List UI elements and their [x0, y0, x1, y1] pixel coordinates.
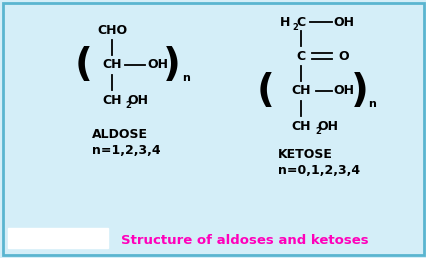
Text: CHO: CHO [97, 23, 127, 36]
Text: C: C [296, 50, 305, 62]
Text: 2: 2 [291, 22, 297, 31]
Text: C: C [296, 15, 305, 28]
Text: KETOSE: KETOSE [277, 149, 332, 162]
Text: n=1,2,3,4: n=1,2,3,4 [92, 143, 160, 157]
Text: O: O [338, 50, 348, 62]
Text: OH: OH [333, 15, 354, 28]
Text: CH: CH [102, 93, 121, 107]
Text: (: ( [75, 46, 93, 84]
Text: n: n [181, 73, 190, 83]
Text: ALDOSE: ALDOSE [92, 128, 148, 141]
Text: CH: CH [291, 85, 310, 98]
FancyBboxPatch shape [8, 228, 108, 248]
Text: ): ) [163, 46, 181, 84]
Text: OH: OH [333, 85, 354, 98]
Text: CH: CH [102, 59, 121, 71]
Text: (: ( [256, 72, 274, 110]
Text: 2: 2 [314, 126, 320, 135]
Text: H: H [279, 15, 289, 28]
Text: Structure of aldoses and ketoses: Structure of aldoses and ketoses [121, 233, 368, 246]
Text: n=0,1,2,3,4: n=0,1,2,3,4 [277, 164, 359, 176]
Text: OH: OH [127, 93, 148, 107]
Text: OH: OH [317, 119, 338, 133]
Text: n: n [367, 99, 375, 109]
Text: CH: CH [291, 119, 310, 133]
FancyBboxPatch shape [3, 3, 423, 255]
Text: 2: 2 [125, 101, 130, 109]
Text: OH: OH [147, 59, 168, 71]
Text: ): ) [350, 72, 368, 110]
